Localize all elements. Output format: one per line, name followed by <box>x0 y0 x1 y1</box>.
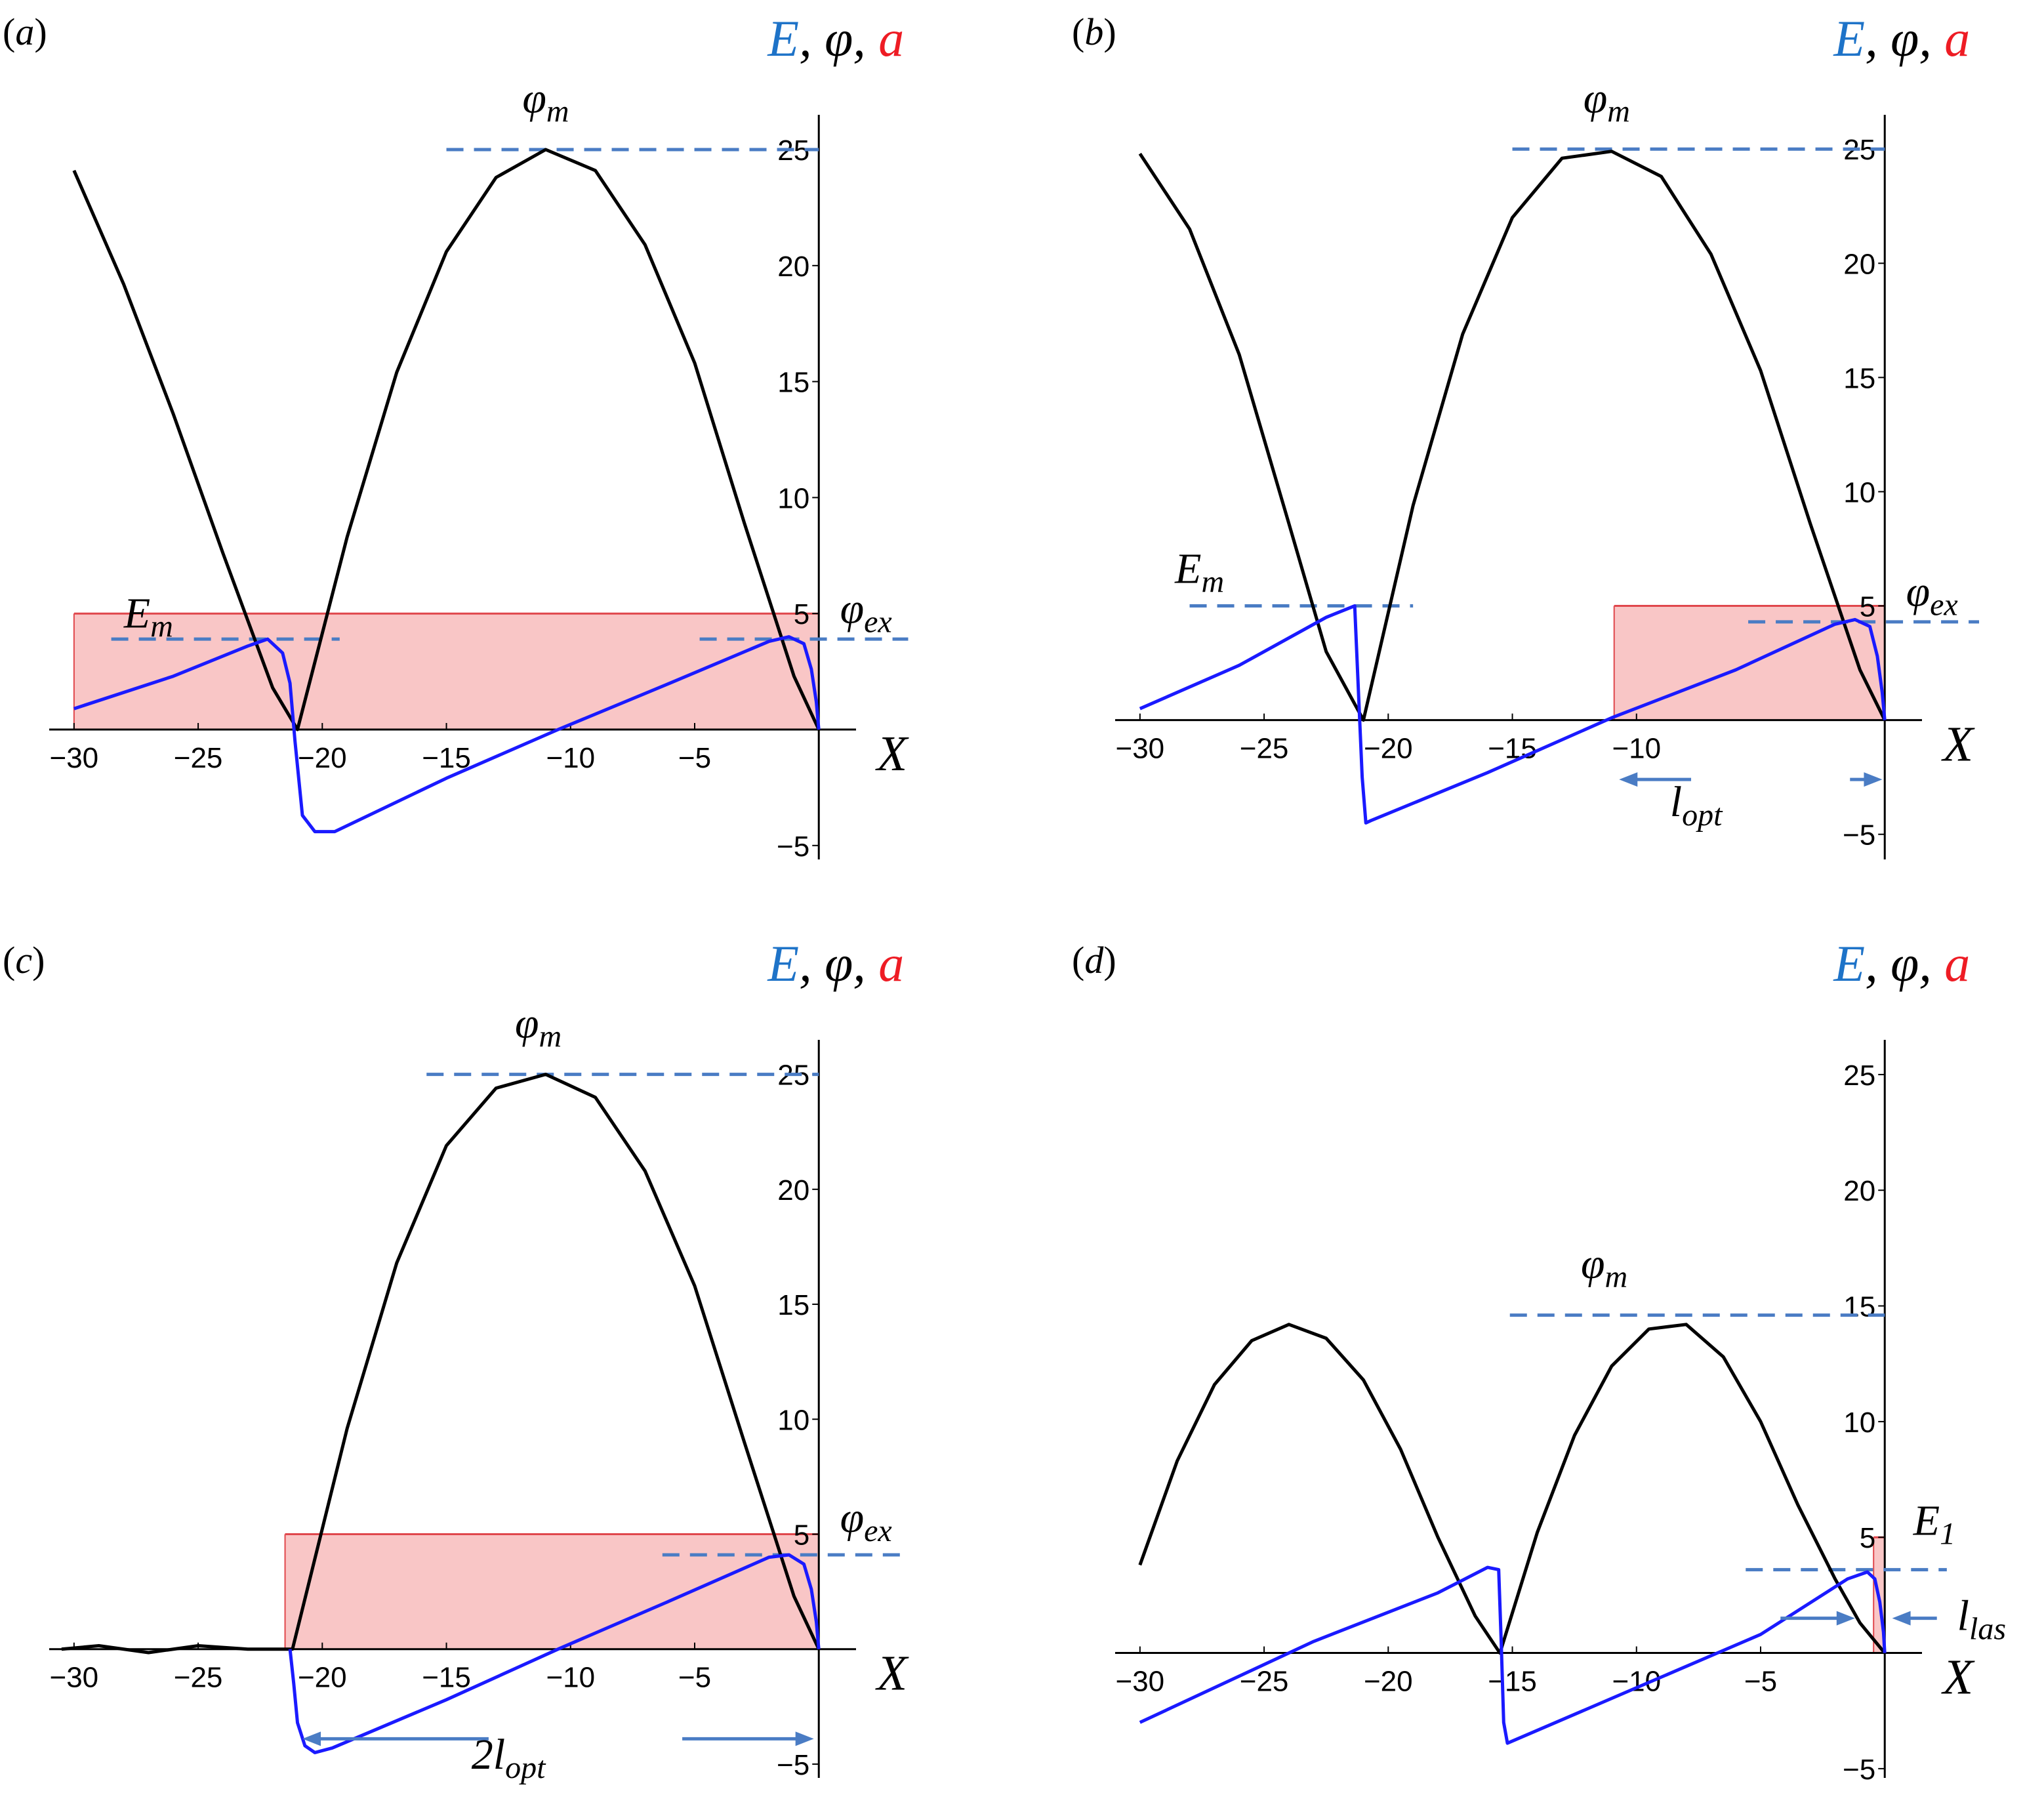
dimension-arrow-head <box>795 1731 814 1746</box>
x-tick-label: −20 <box>1364 1666 1413 1698</box>
chart-panel-d: (d)−30 −25 −20 −15 −10 −5−5510152025φmE1llasX… <box>1072 935 2006 1786</box>
y-tick-label: 20 <box>777 1174 809 1206</box>
x-tick-label: −15 <box>422 1662 471 1694</box>
annotation-E-m: Em <box>1174 545 1224 600</box>
x-tick-label: −30 <box>50 742 99 774</box>
x-tick-label: −25 <box>1240 733 1289 765</box>
x-tick-label: −30 <box>50 1662 99 1694</box>
y-tick-label: 20 <box>1843 248 1875 280</box>
y-tick-label: 5 <box>1860 591 1875 623</box>
annotation--m: φm <box>522 74 569 129</box>
annotation--ex: φex <box>840 585 892 639</box>
x-tick-label: −5 <box>1744 1666 1777 1698</box>
x-axis-title: X <box>875 726 909 781</box>
x-tick-label: −30 <box>1116 1666 1165 1698</box>
y-tick-label: 10 <box>777 482 809 514</box>
dimension-arrow-head <box>302 1731 321 1746</box>
dimension-arrow-head <box>1836 1611 1855 1626</box>
x-axis-title: X <box>1941 1650 1975 1705</box>
x-axis-title: X <box>1941 717 1975 772</box>
x-tick-label: −5 <box>678 742 711 774</box>
series-E-line <box>73 635 821 834</box>
y-tick-label: 10 <box>777 1404 809 1436</box>
x-axis-title: X <box>875 1646 909 1701</box>
y-tick-label: −5 <box>777 831 809 863</box>
x-tick-label: −20 <box>1364 733 1413 765</box>
y-axis-title: E, φ, a <box>767 10 904 67</box>
y-tick-label: −5 <box>777 1749 809 1781</box>
y-axis-title: E, φ, a <box>1833 10 1970 67</box>
annotation--m: φm <box>515 999 562 1054</box>
y-tick-label: 20 <box>777 251 809 283</box>
series-E-line <box>1139 604 1887 825</box>
dimension-arrow-head <box>1892 1611 1911 1626</box>
y-tick-label: −5 <box>1843 819 1875 852</box>
x-tick-label: −20 <box>298 1662 347 1694</box>
panel-label: (d) <box>1072 939 1116 981</box>
x-tick-label: −10 <box>1612 733 1661 765</box>
x-tick-label: −25 <box>1240 1666 1289 1698</box>
x-tick-label: −20 <box>298 742 347 774</box>
x-tick-label: −10 <box>546 1662 595 1694</box>
chart-panel-c: (c)−30 −25 −20 −15 −10 −5−5510152025φmφex2lop… <box>3 935 909 1785</box>
annotation-E-1: E1 <box>1913 1497 1955 1552</box>
y-tick-label: 5 <box>794 1519 809 1552</box>
panel-label: (a) <box>3 10 47 53</box>
panel-label: (c) <box>3 939 45 981</box>
y-axis-title: E, φ, a <box>767 935 904 992</box>
series-phi-line <box>1138 1323 1887 1655</box>
x-tick-label: −25 <box>174 1662 223 1694</box>
series-phi-line <box>1138 150 1887 722</box>
annotation-E-m: Em <box>123 589 173 644</box>
y-tick-label: 20 <box>1843 1175 1875 1207</box>
dimension-arrow-head <box>1619 772 1638 787</box>
annotation-l-opt: lopt <box>1670 778 1723 833</box>
y-tick-label: 5 <box>1860 1522 1875 1554</box>
annotation--m: φm <box>1581 1240 1627 1294</box>
annotation--m: φm <box>1584 75 1630 129</box>
x-tick-label: −25 <box>174 742 223 774</box>
series-E-line <box>1139 1565 1887 1745</box>
annotation-2l-opt: 2lopt <box>472 1731 546 1785</box>
y-tick-label: 15 <box>1843 362 1875 394</box>
y-tick-label: 5 <box>794 598 809 630</box>
y-tick-label: 25 <box>1843 1060 1875 1092</box>
y-tick-label: 10 <box>1843 1407 1875 1439</box>
series-phi-line <box>72 148 821 732</box>
series-phi-line <box>61 1073 821 1655</box>
y-tick-label: 15 <box>1843 1291 1875 1323</box>
x-tick-label: −15 <box>422 742 471 774</box>
y-tick-label: 15 <box>777 367 809 399</box>
dimension-arrow-head <box>1864 772 1883 787</box>
panel-label: (b) <box>1072 10 1116 53</box>
x-tick-label: −30 <box>1116 733 1165 765</box>
annotation--ex: φex <box>840 1494 892 1548</box>
y-axis-title: E, φ, a <box>1833 935 1970 992</box>
y-tick-label: −5 <box>1843 1754 1875 1786</box>
y-tick-label: 15 <box>777 1289 809 1321</box>
series-a-fill <box>285 1534 819 1649</box>
annotation--ex: φex <box>1906 568 1958 623</box>
x-tick-label: −5 <box>678 1662 711 1694</box>
annotation-l-las: llas <box>1957 1592 2006 1646</box>
x-tick-label: −10 <box>546 742 595 774</box>
y-tick-label: 10 <box>1843 476 1875 508</box>
x-tick-label: −15 <box>1488 1666 1537 1698</box>
x-tick-label: −15 <box>1488 733 1537 765</box>
series-E-line <box>288 1553 821 1754</box>
